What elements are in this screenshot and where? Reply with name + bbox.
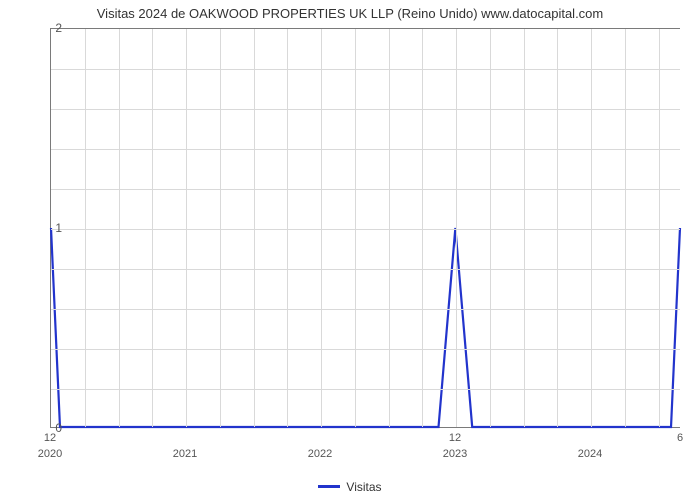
y-tick-label: 2 — [55, 21, 62, 35]
x-year-label: 2022 — [308, 448, 332, 460]
x-year-label: 2021 — [173, 448, 197, 460]
gridline-v-minor — [659, 29, 660, 427]
gridline-v-minor — [287, 29, 288, 427]
legend-label: Visitas — [346, 480, 381, 494]
plot-area — [50, 28, 680, 428]
gridline-v-minor — [625, 29, 626, 427]
y-tick-label: 0 — [55, 421, 62, 435]
gridline-v — [186, 29, 187, 427]
legend-item: Visitas — [318, 480, 381, 494]
gridline-h-minor — [51, 309, 680, 310]
gridline-v-minor — [355, 29, 356, 427]
gridline-v — [321, 29, 322, 427]
gridline-v — [456, 29, 457, 427]
gridline-v-minor — [85, 29, 86, 427]
x-value-label: 12 — [44, 432, 56, 444]
legend-swatch — [318, 485, 340, 488]
gridline-v-minor — [152, 29, 153, 427]
x-value-label: 12 — [449, 432, 461, 444]
gridline-h-minor — [51, 69, 680, 70]
series-line — [51, 228, 680, 427]
gridline-v-minor — [422, 29, 423, 427]
gridline-v-minor — [220, 29, 221, 427]
gridline-h-minor — [51, 109, 680, 110]
gridline-h-minor — [51, 349, 680, 350]
gridline-v-minor — [119, 29, 120, 427]
gridline-h-minor — [51, 149, 680, 150]
chart-title: Visitas 2024 de OAKWOOD PROPERTIES UK LL… — [0, 0, 700, 21]
chart-container: Visitas 2024 de OAKWOOD PROPERTIES UK LL… — [0, 0, 700, 500]
gridline-v-minor — [524, 29, 525, 427]
gridline-v — [591, 29, 592, 427]
x-year-label: 2024 — [578, 448, 602, 460]
gridline-v-minor — [254, 29, 255, 427]
x-year-label: 2020 — [38, 448, 62, 460]
line-series-svg — [51, 29, 680, 427]
gridline-h-minor — [51, 389, 680, 390]
gridline-v-minor — [490, 29, 491, 427]
y-tick-label: 1 — [55, 221, 62, 235]
legend: Visitas — [0, 475, 700, 494]
gridline-v-minor — [389, 29, 390, 427]
gridline-h — [51, 229, 680, 230]
x-year-label: 2023 — [443, 448, 467, 460]
x-value-label: 6 — [677, 432, 683, 444]
gridline-v-minor — [557, 29, 558, 427]
gridline-h-minor — [51, 269, 680, 270]
gridline-h-minor — [51, 189, 680, 190]
